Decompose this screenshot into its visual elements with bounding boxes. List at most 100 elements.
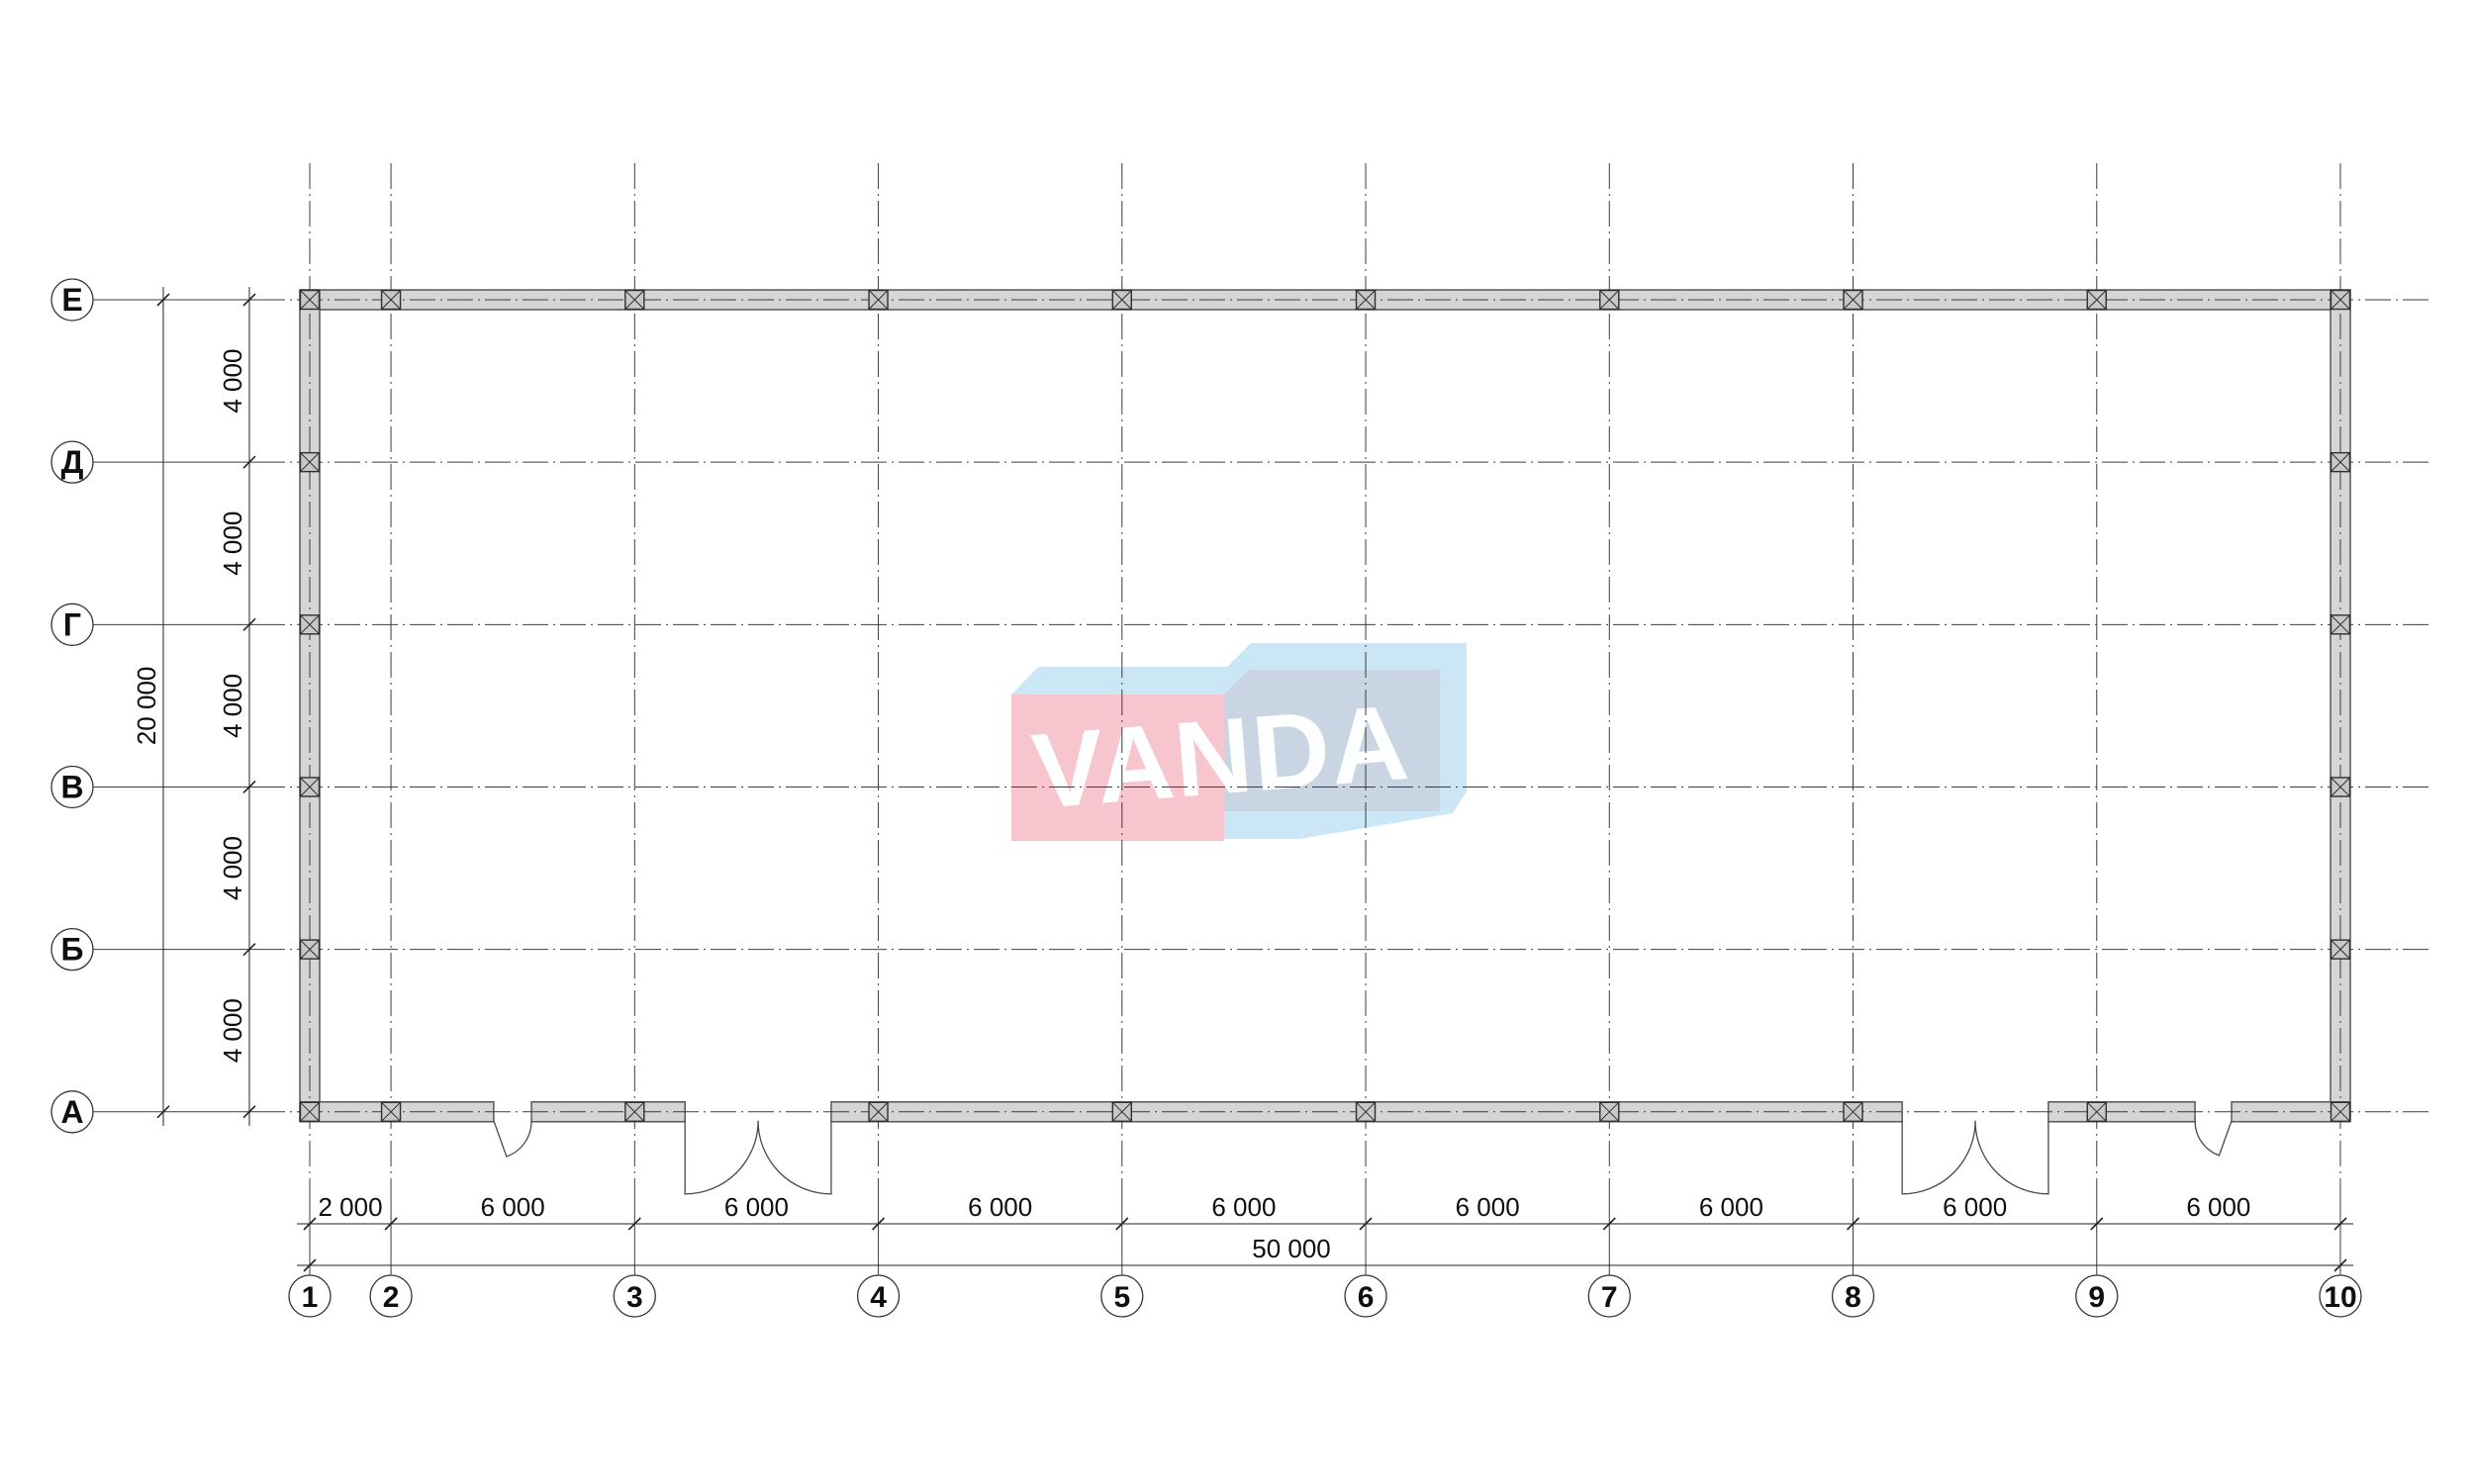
dim-tick [1846,1217,1860,1231]
axis-bubbles: Е Д Г В Б А 1 2 3 4 5 6 7 8 9 10 [50,278,2362,1318]
row-axis-bubble-Б-label: Б [61,932,84,968]
col-axis-bubble-7-label: 7 [1601,1281,1618,1314]
row-axis-bubble-Б-circle [50,927,94,972]
col-axis-bubble-10-label: 10 [2324,1281,2356,1314]
col-axis-bubble-2-circle [369,1274,413,1318]
column-cross-2 [300,777,320,797]
col-axis-bubble-7: 7 [1587,1274,1631,1318]
dim-label-bottom-segment: 6 000 [1699,1192,1763,1222]
dim-label-bottom-segment: 6 000 [2186,1192,2250,1222]
column-marker [299,1101,321,1123]
col-axis-bubble-5-circle [1100,1274,1144,1318]
door-symbol-4 [2194,1120,2233,1157]
dim-label-left-total: 20 000 [132,667,161,746]
col-axis-bubble-1-circle [288,1274,332,1318]
columns [299,289,2351,1123]
row-axis-bubble-В-label: В [60,769,83,804]
dim-label-bottom-total: 50 000 [1252,1234,1331,1263]
column-cross-2 [300,614,320,635]
dim-tick [2333,1217,2347,1231]
column-cross-2 [624,290,645,310]
col-axis-bubble-4-circle [856,1274,901,1318]
column-marker [299,614,321,635]
column-marker [2086,289,2107,311]
column-cross-2 [1356,290,1376,310]
row-axis-bubble-Е-circle [50,278,94,322]
row-axis-bubble-Д: Д [50,440,94,484]
dim-label-left-segment: 4 000 [218,674,247,738]
column-cross-2 [2331,614,2350,635]
row-axis-bubble-Г-circle [50,603,94,646]
dim-label-bottom-segment: 6 000 [724,1192,789,1222]
dim-tick [242,943,256,957]
col-axis-bubble-3-label: 3 [626,1281,643,1314]
dim-tick [242,780,256,794]
col-axis-bubble-4: 4 [856,1274,901,1318]
row-axis-bubble-В: В [50,765,94,809]
column-cross-2 [2331,452,2350,473]
door-symbol-3 [1901,1120,2049,1195]
dim-label-bottom-segment: 6 000 [968,1192,1032,1222]
column-cross-2 [300,939,320,960]
column-marker [1111,1101,1133,1123]
col-axis-bubble-8-label: 8 [1845,1281,1861,1314]
column-cross-2 [2086,290,2107,310]
column-marker [2330,451,2351,473]
dim-label-bottom-segment: 6 000 [481,1192,545,1222]
column-cross-2 [381,1101,401,1122]
dim-tick [242,1105,256,1119]
column-marker [1599,289,1620,311]
door-symbol-1 [493,1120,532,1158]
column-marker [1111,289,1133,311]
column-marker [2086,1101,2107,1123]
dim-tick [1359,1217,1373,1231]
row-axis-bubble-Е-label: Е [61,282,82,318]
column-cross-2 [2331,290,2350,310]
column-cross-2 [1356,1101,1376,1122]
column-cross-2 [300,452,320,473]
column-cross-2 [2331,1101,2350,1122]
column-marker [2330,1101,2351,1123]
row-axis-bubble-Г: Г [50,603,94,646]
col-axis-bubble-2-label: 2 [383,1281,400,1314]
column-cross-2 [2086,1101,2107,1122]
col-axis-bubble-7-circle [1587,1274,1631,1318]
dim-tick [303,1217,317,1231]
row-axis-bubble-Г-label: Г [63,606,81,642]
col-axis-bubble-6: 6 [1344,1274,1387,1318]
col-axis-bubble-8-circle [1831,1274,1875,1318]
dim-tick [156,1105,170,1119]
col-axis-bubble-5: 5 [1100,1274,1144,1318]
column-cross-2 [1599,290,1620,310]
row-axis-bubble-Д-label: Д [61,444,84,480]
dimensions: 2 000 6 000 6 000 6 000 6 000 6 000 6 000 6 000… [132,287,2353,1272]
door-symbol-2 [684,1120,832,1195]
column-marker [2330,289,2351,311]
col-axis-bubble-10: 10 [2319,1274,2362,1318]
column-marker [868,1101,889,1123]
column-marker [1599,1101,1620,1123]
col-axis-bubble-8: 8 [1831,1274,1875,1318]
column-cross-2 [381,290,401,310]
row-axis-bubble-Д-circle [50,440,94,484]
col-axis-bubble-6-label: 6 [1358,1281,1375,1314]
watermark-pink-block [1011,695,1224,841]
dim-tick [2333,1258,2347,1272]
dim-label-bottom-segment: 6 000 [1943,1192,2007,1222]
row-axis-bubble-В-circle [50,765,94,809]
column-cross-2 [1599,1101,1620,1122]
col-axis-bubble-1-label: 1 [302,1281,319,1314]
dim-tick [627,1217,641,1231]
column-marker [299,939,321,960]
column-cross-2 [300,290,320,310]
dim-label-bottom-segment: 6 000 [1211,1192,1276,1222]
column-cross-2 [300,1101,320,1122]
dim-tick [871,1217,886,1231]
col-axis-bubble-9-circle [2075,1274,2119,1318]
col-axis-bubble-3: 3 [613,1274,656,1318]
dim-tick [242,455,256,469]
column-marker [380,1101,402,1123]
column-cross-2 [868,1101,889,1122]
